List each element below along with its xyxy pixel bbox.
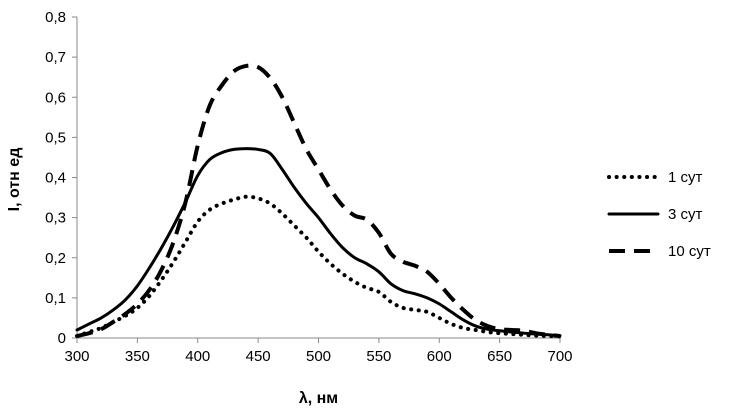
x-tick-label: 350 bbox=[125, 348, 150, 365]
legend-entry: 3 сут bbox=[607, 206, 703, 223]
axes-layer bbox=[72, 16, 561, 343]
y-tick-label: 0,7 bbox=[45, 49, 66, 66]
x-tick-label: 600 bbox=[427, 348, 452, 365]
tick-labels-layer: 0 0,1 0,2 0,3 0,4 0,5 0,6 0,7 0,8 300 350 400 450 500… bbox=[45, 9, 572, 365]
x-tick-label: 500 bbox=[306, 348, 331, 365]
legend-entry: 10 сут bbox=[609, 243, 711, 260]
x-tick-label: 700 bbox=[547, 348, 572, 365]
x-tick-label: 400 bbox=[185, 348, 210, 365]
x-tick-label: 550 bbox=[366, 348, 391, 365]
series-line-3 bbox=[76, 63, 561, 338]
y-tick-label: 0,8 bbox=[45, 9, 66, 26]
legend-entry: 1 сут bbox=[607, 169, 703, 186]
x-tick-label: 450 bbox=[246, 348, 271, 365]
y-tick-label: 0,4 bbox=[45, 170, 66, 187]
x-axis-label: λ, нм bbox=[299, 390, 338, 407]
series-layer bbox=[75, 63, 562, 339]
x-tick-label: 300 bbox=[64, 348, 89, 365]
legend-label: 1 сут bbox=[668, 169, 703, 186]
legend: 1 сут 3 сут 10 сут bbox=[607, 169, 711, 260]
y-axis-label: I, отн ед bbox=[6, 148, 23, 212]
y-tick-label: 0,1 bbox=[45, 290, 66, 307]
axis-labels-layer: I, отн ед λ, нм bbox=[6, 148, 338, 407]
y-tick-label: 0,3 bbox=[45, 210, 66, 227]
y-tick-label: 0,2 bbox=[45, 250, 66, 267]
legend-label: 10 сут bbox=[668, 243, 711, 260]
legend-label: 3 сут bbox=[668, 206, 703, 223]
series-line-2 bbox=[75, 147, 562, 338]
y-tick-label: 0 bbox=[58, 330, 66, 347]
x-tick-label: 650 bbox=[487, 348, 512, 365]
series-line-1 bbox=[75, 194, 562, 339]
y-tick-label: 0,5 bbox=[45, 129, 66, 146]
y-tick-label: 0,6 bbox=[45, 89, 66, 106]
